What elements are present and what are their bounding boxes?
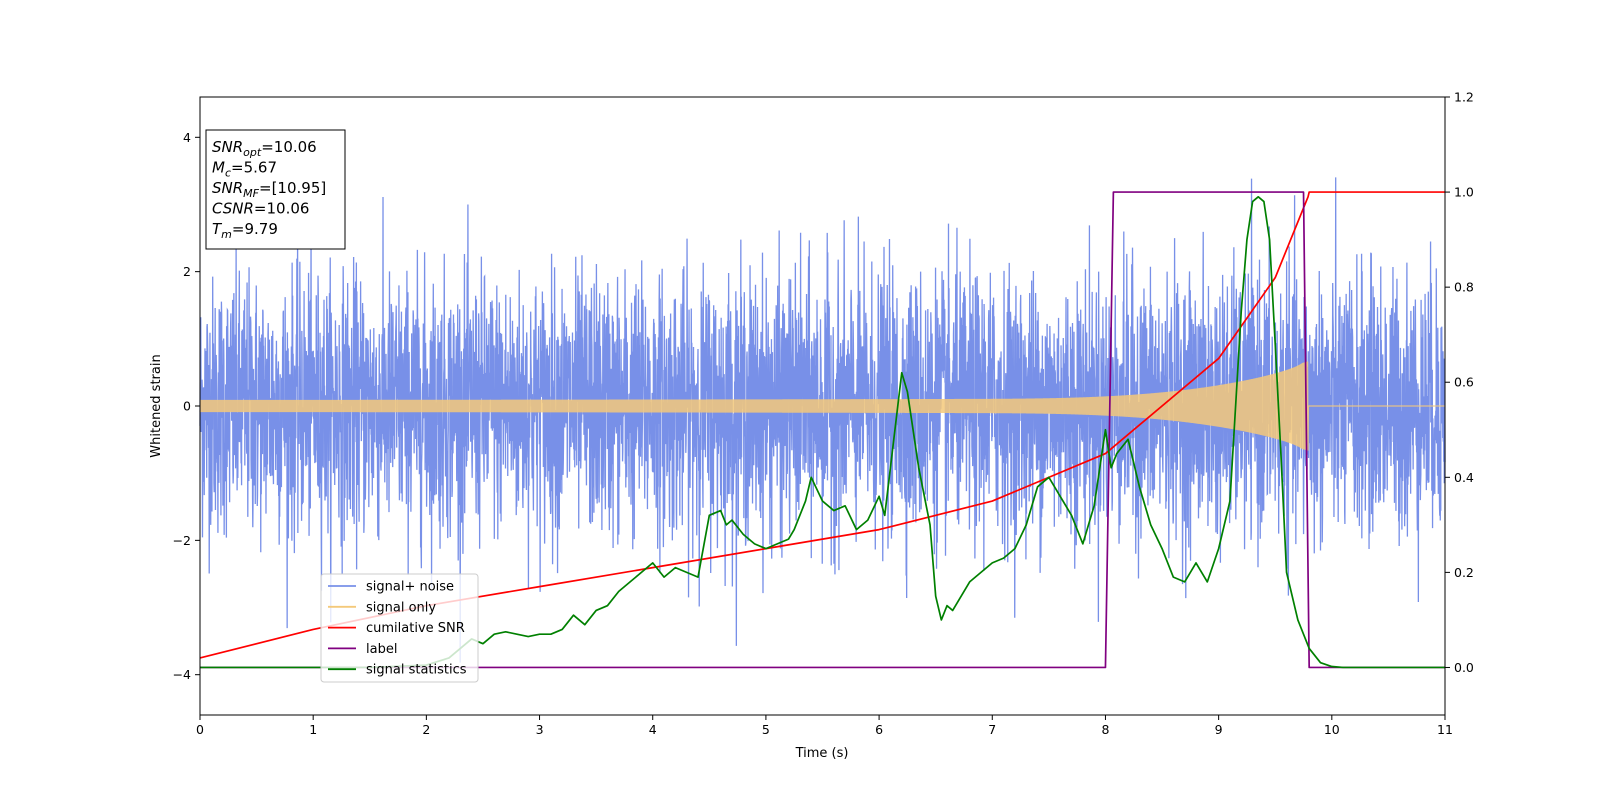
y-left-tick-label: 0 xyxy=(183,399,191,414)
y-axis-label: Whitened strain xyxy=(149,354,164,457)
x-tick-label: 2 xyxy=(422,722,430,737)
annotation-line: CSNR=10.06 xyxy=(212,200,309,218)
y-right-tick-label: 0.4 xyxy=(1454,470,1474,485)
x-tick-label: 5 xyxy=(762,722,770,737)
y-right-tick-label: 0.6 xyxy=(1454,375,1474,390)
y-right-tick-label: 0.0 xyxy=(1454,660,1474,675)
y-right-tick-label: 1.0 xyxy=(1454,185,1474,200)
y-right-axis-ticks: 0.0 0.2 0.4 0.6 0.8 1.0 1.2 xyxy=(1445,90,1474,675)
annotation-line: Tm=9.79 xyxy=(212,220,278,241)
x-tick-label: 6 xyxy=(875,722,883,737)
legend-frame xyxy=(320,573,479,683)
x-axis-ticks: 0 1 2 3 4 5 6 7 8 9 10 11 xyxy=(196,715,1453,737)
legend-label: signal only xyxy=(366,600,436,615)
x-tick-label: 11 xyxy=(1437,722,1453,737)
x-tick-label: 9 xyxy=(1215,722,1223,737)
y-left-tick-label: −2 xyxy=(173,533,191,548)
y-left-tick-label: 2 xyxy=(183,264,191,279)
legend: signal+ noise signal only cumilative SNR la… xyxy=(320,573,479,683)
x-tick-label: 10 xyxy=(1324,722,1340,737)
x-tick-label: 7 xyxy=(988,722,996,737)
x-tick-label: 8 xyxy=(1101,722,1109,737)
x-tick-label: 0 xyxy=(196,722,204,737)
annotation-box-frame xyxy=(205,129,346,250)
y-left-tick-label: −4 xyxy=(173,667,191,682)
annotation-line: Mc=5.67 xyxy=(212,159,277,180)
annotation-box: SNRopt=10.06Mc=5.67SNRMF=[10.95]CSNR=10.… xyxy=(205,129,346,250)
series-signal-statistics xyxy=(200,195,1445,669)
legend-label: signal statistics xyxy=(366,663,467,678)
x-tick-label: 4 xyxy=(649,722,657,737)
annotation-line: SNRMF=[10.95] xyxy=(212,179,326,200)
y-left-tick-label: 4 xyxy=(183,130,191,145)
y-right-tick-label: 0.2 xyxy=(1454,565,1474,580)
legend-label: cumilative SNR xyxy=(366,621,465,636)
annotation-line: SNRopt=10.06 xyxy=(212,138,317,159)
legend-label: signal+ noise xyxy=(366,580,454,595)
x-tick-label: 3 xyxy=(536,722,544,737)
legend-label: label xyxy=(366,642,397,657)
y-right-tick-label: 0.8 xyxy=(1454,280,1474,295)
y-right-tick-label: 1.2 xyxy=(1454,90,1474,105)
series-signal-only xyxy=(199,361,1445,451)
y-left-axis-ticks: −4 −2 0 2 4 xyxy=(173,130,200,682)
x-axis-label: Time (s) xyxy=(795,746,849,761)
x-tick-label: 1 xyxy=(309,722,317,737)
series-label xyxy=(200,191,1445,669)
